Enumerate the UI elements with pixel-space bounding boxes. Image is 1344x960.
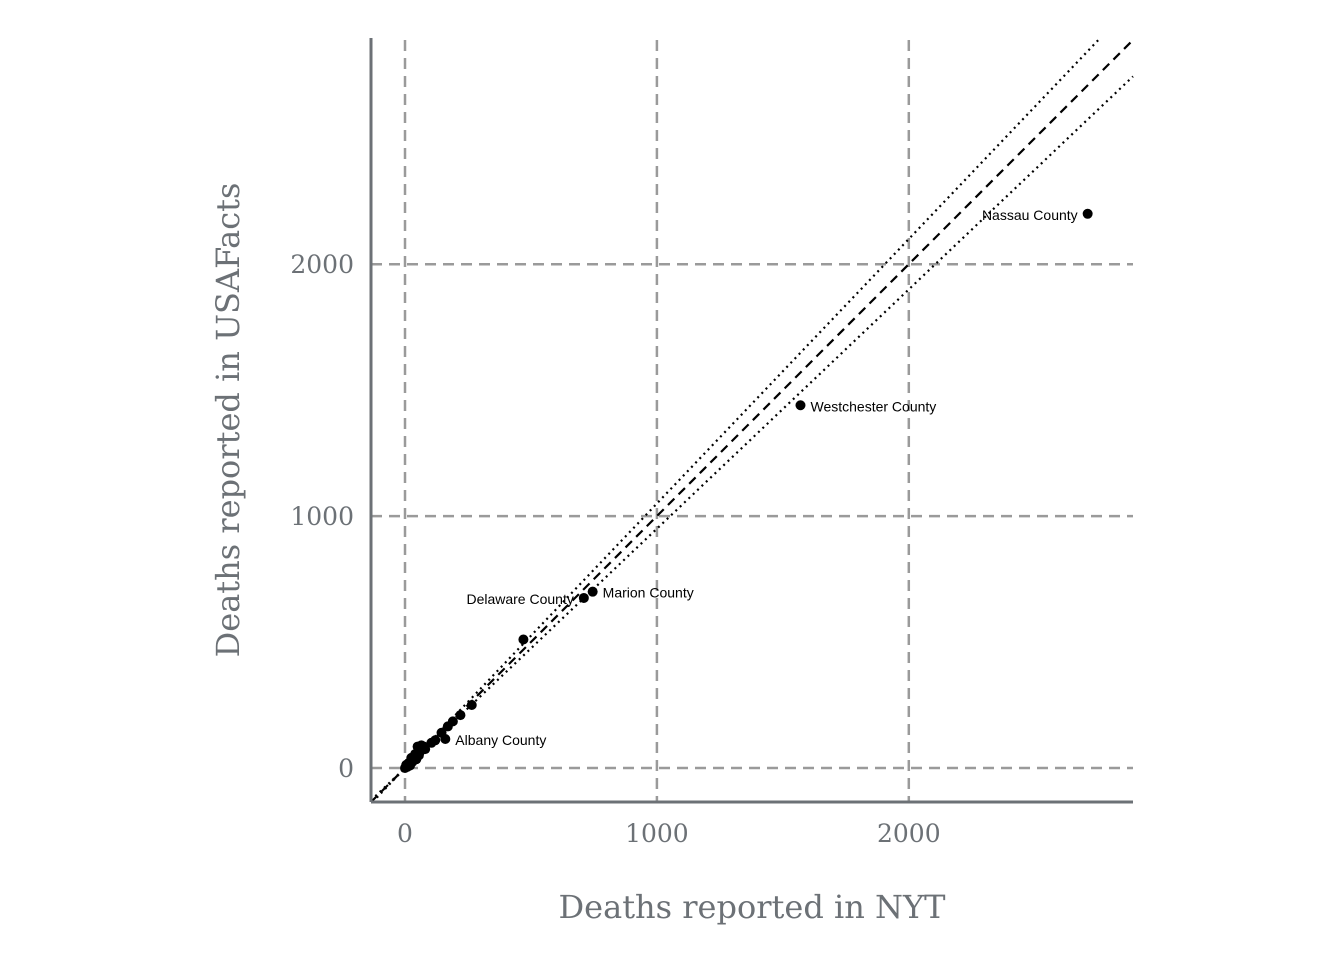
y-tick-label: 2000 bbox=[290, 250, 354, 279]
data-point bbox=[426, 737, 437, 748]
data-point bbox=[795, 400, 806, 411]
data-point bbox=[1082, 208, 1093, 219]
data-point bbox=[412, 741, 423, 752]
x-tick-label: 1000 bbox=[625, 819, 689, 848]
y-tick-label: 1000 bbox=[290, 502, 354, 531]
grid bbox=[371, 40, 1133, 802]
data-point bbox=[442, 721, 453, 732]
reference-line-dotted bbox=[371, 39, 1100, 803]
point-label: Nassau County bbox=[982, 207, 1078, 223]
x-tick-label: 0 bbox=[397, 819, 413, 848]
point-label: Marion County bbox=[603, 585, 694, 601]
data-point bbox=[578, 592, 589, 603]
y-axis-title: Deaths reported in USAFacts bbox=[209, 183, 247, 658]
reference-lines bbox=[370, 39, 1134, 803]
x-axis-title: Deaths reported in NYT bbox=[559, 888, 947, 926]
axes bbox=[369, 38, 1133, 804]
data-point bbox=[455, 710, 466, 721]
point-label: Albany County bbox=[455, 732, 546, 748]
reference-line-dotted bbox=[370, 75, 1134, 802]
data-point bbox=[466, 700, 477, 711]
point-labels: Nassau County Westchester County Marion Co… bbox=[455, 207, 1077, 748]
y-tick-label: 0 bbox=[338, 754, 354, 783]
point-label: Delaware County bbox=[466, 591, 573, 607]
x-tick-label: 2000 bbox=[877, 819, 941, 848]
tick-labels: 0 1000 2000 0 1000 2000 bbox=[290, 250, 940, 848]
data-point bbox=[518, 634, 529, 645]
data-point bbox=[436, 727, 447, 738]
reference-line-dashed bbox=[370, 39, 1134, 803]
data-points bbox=[400, 208, 1093, 773]
data-point bbox=[587, 586, 598, 597]
point-label: Westchester County bbox=[810, 398, 936, 414]
data-point bbox=[400, 762, 411, 773]
